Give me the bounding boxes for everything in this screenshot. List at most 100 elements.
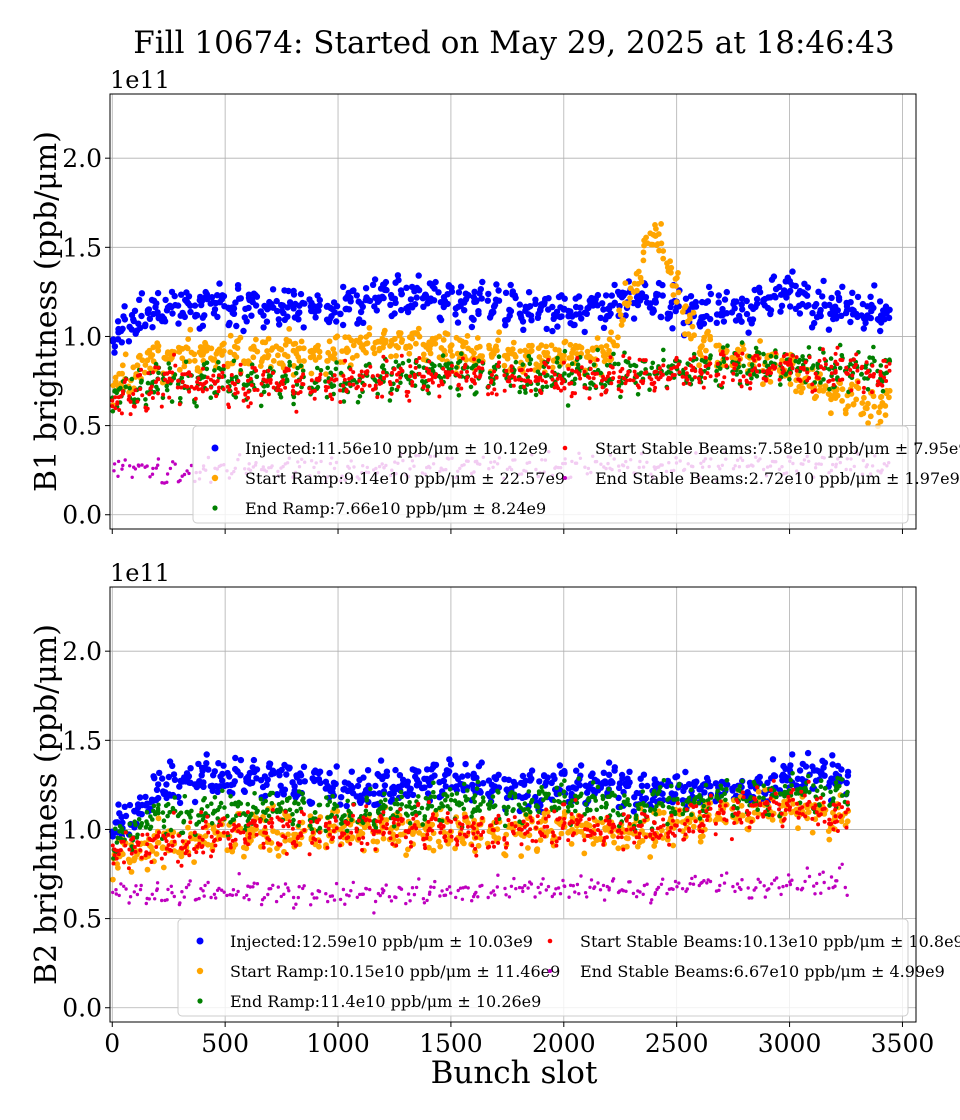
data-point	[485, 290, 492, 298]
data-point	[871, 344, 876, 350]
data-point	[827, 386, 832, 392]
data-point	[330, 397, 335, 402]
data-point	[359, 796, 366, 804]
data-point	[170, 771, 178, 778]
data-point	[764, 378, 769, 383]
data-point	[422, 817, 428, 822]
data-point	[799, 385, 806, 392]
data-point	[707, 356, 713, 361]
data-point	[203, 291, 211, 298]
data-point	[813, 388, 817, 393]
data-point	[880, 383, 885, 388]
data-point	[254, 348, 261, 355]
data-point	[168, 827, 174, 833]
data-point	[214, 788, 221, 796]
data-point	[231, 778, 238, 785]
data-point	[723, 288, 730, 296]
data-point	[755, 284, 763, 291]
data-point	[797, 357, 803, 363]
data-point	[522, 777, 529, 784]
data-point	[692, 355, 697, 360]
data-point	[331, 350, 338, 357]
data-point	[409, 335, 415, 342]
data-point	[490, 391, 494, 396]
data-point	[349, 375, 354, 380]
data-point	[389, 391, 394, 396]
legend-entry: End Stable Beams:2.72e10 ppb/μm ± 1.97e9	[595, 469, 960, 488]
data-point	[219, 777, 226, 784]
data-point	[447, 787, 453, 792]
data-point	[334, 360, 339, 365]
data-point	[565, 804, 571, 810]
data-point	[557, 792, 562, 797]
data-point	[787, 287, 794, 295]
data-point	[546, 365, 551, 370]
data-point	[369, 281, 377, 288]
data-point	[403, 284, 410, 291]
data-point	[527, 361, 533, 367]
data-point	[312, 388, 317, 393]
data-point	[876, 409, 882, 416]
data-point	[478, 759, 485, 766]
data-point	[865, 420, 871, 426]
data-point	[416, 364, 422, 369]
data-point	[691, 800, 697, 805]
data-point	[602, 292, 610, 299]
data-point	[191, 357, 198, 364]
data-point	[259, 381, 264, 386]
data-point	[743, 310, 751, 318]
data-point	[687, 381, 692, 386]
data-point	[793, 388, 799, 395]
data-point	[138, 387, 143, 391]
data-point	[556, 386, 561, 391]
data-point	[757, 795, 762, 800]
data-point	[790, 800, 796, 807]
data-point	[415, 272, 422, 279]
data-point	[389, 386, 395, 392]
chart-title: Fill 10674: Started on May 29, 2025 at 1…	[133, 25, 895, 61]
data-point	[216, 346, 223, 353]
data-point	[340, 283, 347, 291]
data-point	[291, 394, 297, 400]
data-point	[446, 756, 453, 763]
data-point	[796, 767, 804, 774]
data-point	[331, 806, 337, 811]
data-point	[837, 365, 843, 371]
data-point	[297, 772, 305, 779]
data-point	[412, 372, 417, 377]
data-point	[318, 368, 324, 373]
data-point	[471, 378, 476, 383]
data-point	[522, 807, 527, 812]
data-point	[204, 387, 209, 392]
data-point	[839, 398, 845, 404]
data-point	[383, 817, 390, 823]
data-point	[440, 804, 446, 809]
data-point	[345, 306, 353, 313]
y-tick-label: 0.5	[62, 412, 102, 441]
data-point	[395, 276, 402, 284]
data-point	[755, 788, 762, 795]
data-point	[294, 409, 299, 414]
data-point	[674, 797, 680, 803]
data-point	[179, 385, 184, 390]
data-point	[661, 363, 666, 368]
data-point	[682, 768, 689, 776]
data-point	[435, 838, 442, 845]
data-point	[127, 821, 133, 827]
data-point	[164, 371, 169, 376]
data-point	[110, 876, 116, 883]
data-point	[544, 384, 550, 390]
data-point	[619, 389, 624, 394]
data-point	[199, 352, 206, 358]
data-point	[431, 780, 436, 786]
data-point	[802, 763, 810, 770]
data-point	[844, 818, 851, 825]
data-point	[421, 784, 428, 791]
data-point	[460, 356, 465, 361]
data-point	[261, 384, 267, 389]
data-point	[155, 781, 162, 788]
data-point	[673, 773, 681, 780]
data-point	[587, 386, 592, 391]
data-point	[478, 802, 483, 807]
data-point	[578, 315, 585, 322]
